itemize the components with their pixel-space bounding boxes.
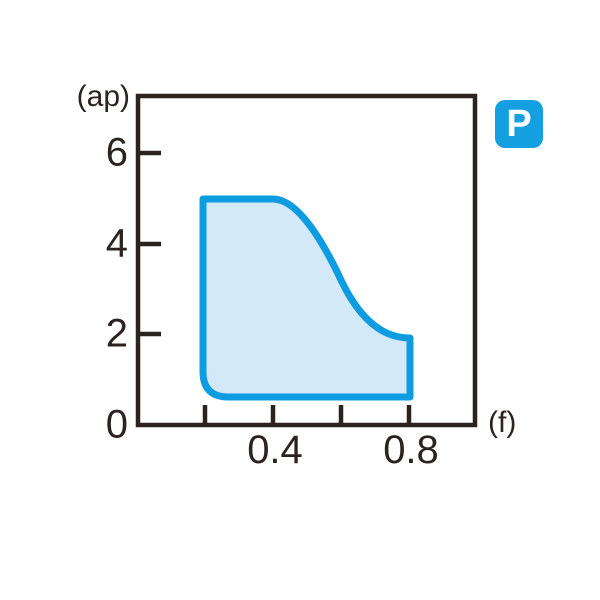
recommended-region-area (199, 195, 414, 401)
y-tick-label-4: 4 (106, 222, 128, 266)
x-tick-label-0-4: 0.4 (247, 428, 303, 472)
plot-box-border (135, 93, 478, 428)
x-axis-ticks (202, 405, 412, 425)
y-tick-label-0: 0 (106, 403, 128, 447)
y-axis-ticks (138, 150, 161, 337)
y-tick-label-6: 6 (106, 131, 128, 175)
x-axis-caption: (f) (488, 406, 516, 439)
p-badge-label: P (506, 103, 532, 145)
plot-frame (135, 93, 478, 428)
x-tick-label-0-8: 0.8 (383, 428, 439, 472)
y-axis-tick-labels: 6 4 2 0 (106, 131, 128, 447)
y-axis-caption: (ap) (77, 80, 130, 113)
region-series-0 (199, 195, 414, 401)
y-tick-label-2: 2 (106, 312, 128, 356)
x-axis-tick-labels: 0.4 0.8 (247, 428, 439, 472)
p-badge: P (495, 100, 543, 148)
